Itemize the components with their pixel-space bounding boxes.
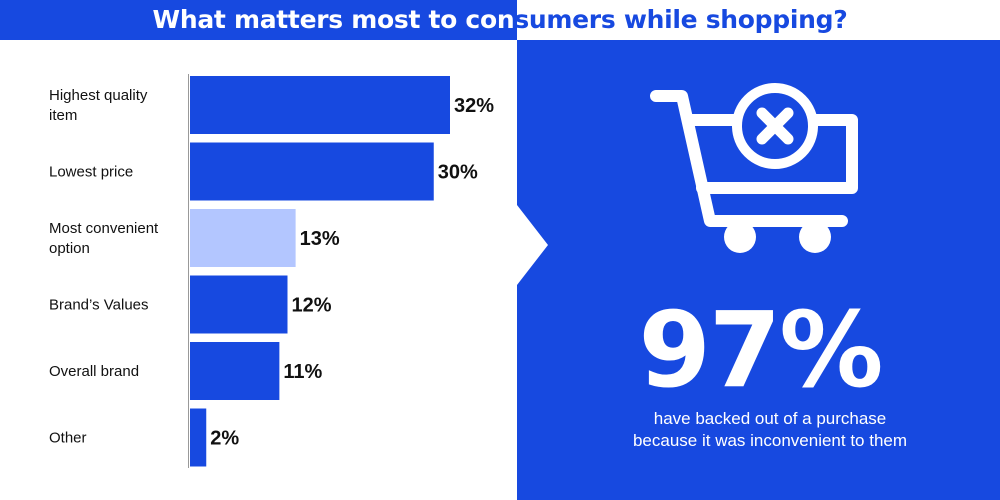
category-label: Most convenient option — [49, 220, 159, 257]
bar-value-label: 30% — [438, 162, 478, 184]
bar-value-label: 12% — [292, 295, 332, 317]
category-label: Brand’s Values — [49, 297, 149, 314]
category-label: Highest quality item — [49, 87, 148, 124]
cart-body-icon — [650, 90, 848, 227]
bar — [190, 408, 207, 467]
stat-caption-line-2: because it was inconvenient to them — [632, 431, 908, 450]
title-banner — [0, 0, 517, 40]
bar-value-label: 2% — [210, 428, 239, 450]
bar — [190, 142, 434, 201]
bars-group: 32% Highest quality item 30% Lowest price 13%… — [49, 76, 494, 467]
bar-value-label: 11% — [283, 361, 322, 383]
bar — [190, 76, 450, 134]
bar — [190, 209, 296, 267]
category-label: Lowest price — [49, 164, 133, 181]
bar-value-label: 32% — [454, 95, 494, 117]
cart-wheel-right-icon — [799, 221, 831, 253]
stat-panel — [517, 40, 1000, 500]
title-part-1: What matters most to con — [152, 5, 515, 34]
stat-caption-line-1: have backed out of a purchase — [653, 409, 887, 428]
x-mark-icon — [756, 107, 794, 145]
title-part-2: sumers while shopping? — [514, 5, 848, 34]
bar-value-label: 13% — [300, 228, 340, 250]
cart-wheel-left-icon — [724, 221, 756, 253]
bar — [190, 275, 288, 334]
bar — [190, 342, 280, 400]
category-label: Other — [49, 430, 87, 447]
stat-value: 97% — [638, 289, 884, 411]
bar-chart: 32% Highest quality item 30% Lowest price 13%… — [49, 74, 494, 468]
page-title: What matters most to consumers while sho… — [0, 0, 1000, 40]
shopping-cart-with-x-icon — [650, 83, 858, 253]
stat-caption: have backed out of a purchase because it… — [560, 408, 980, 452]
category-label: Overall brand — [49, 363, 139, 380]
